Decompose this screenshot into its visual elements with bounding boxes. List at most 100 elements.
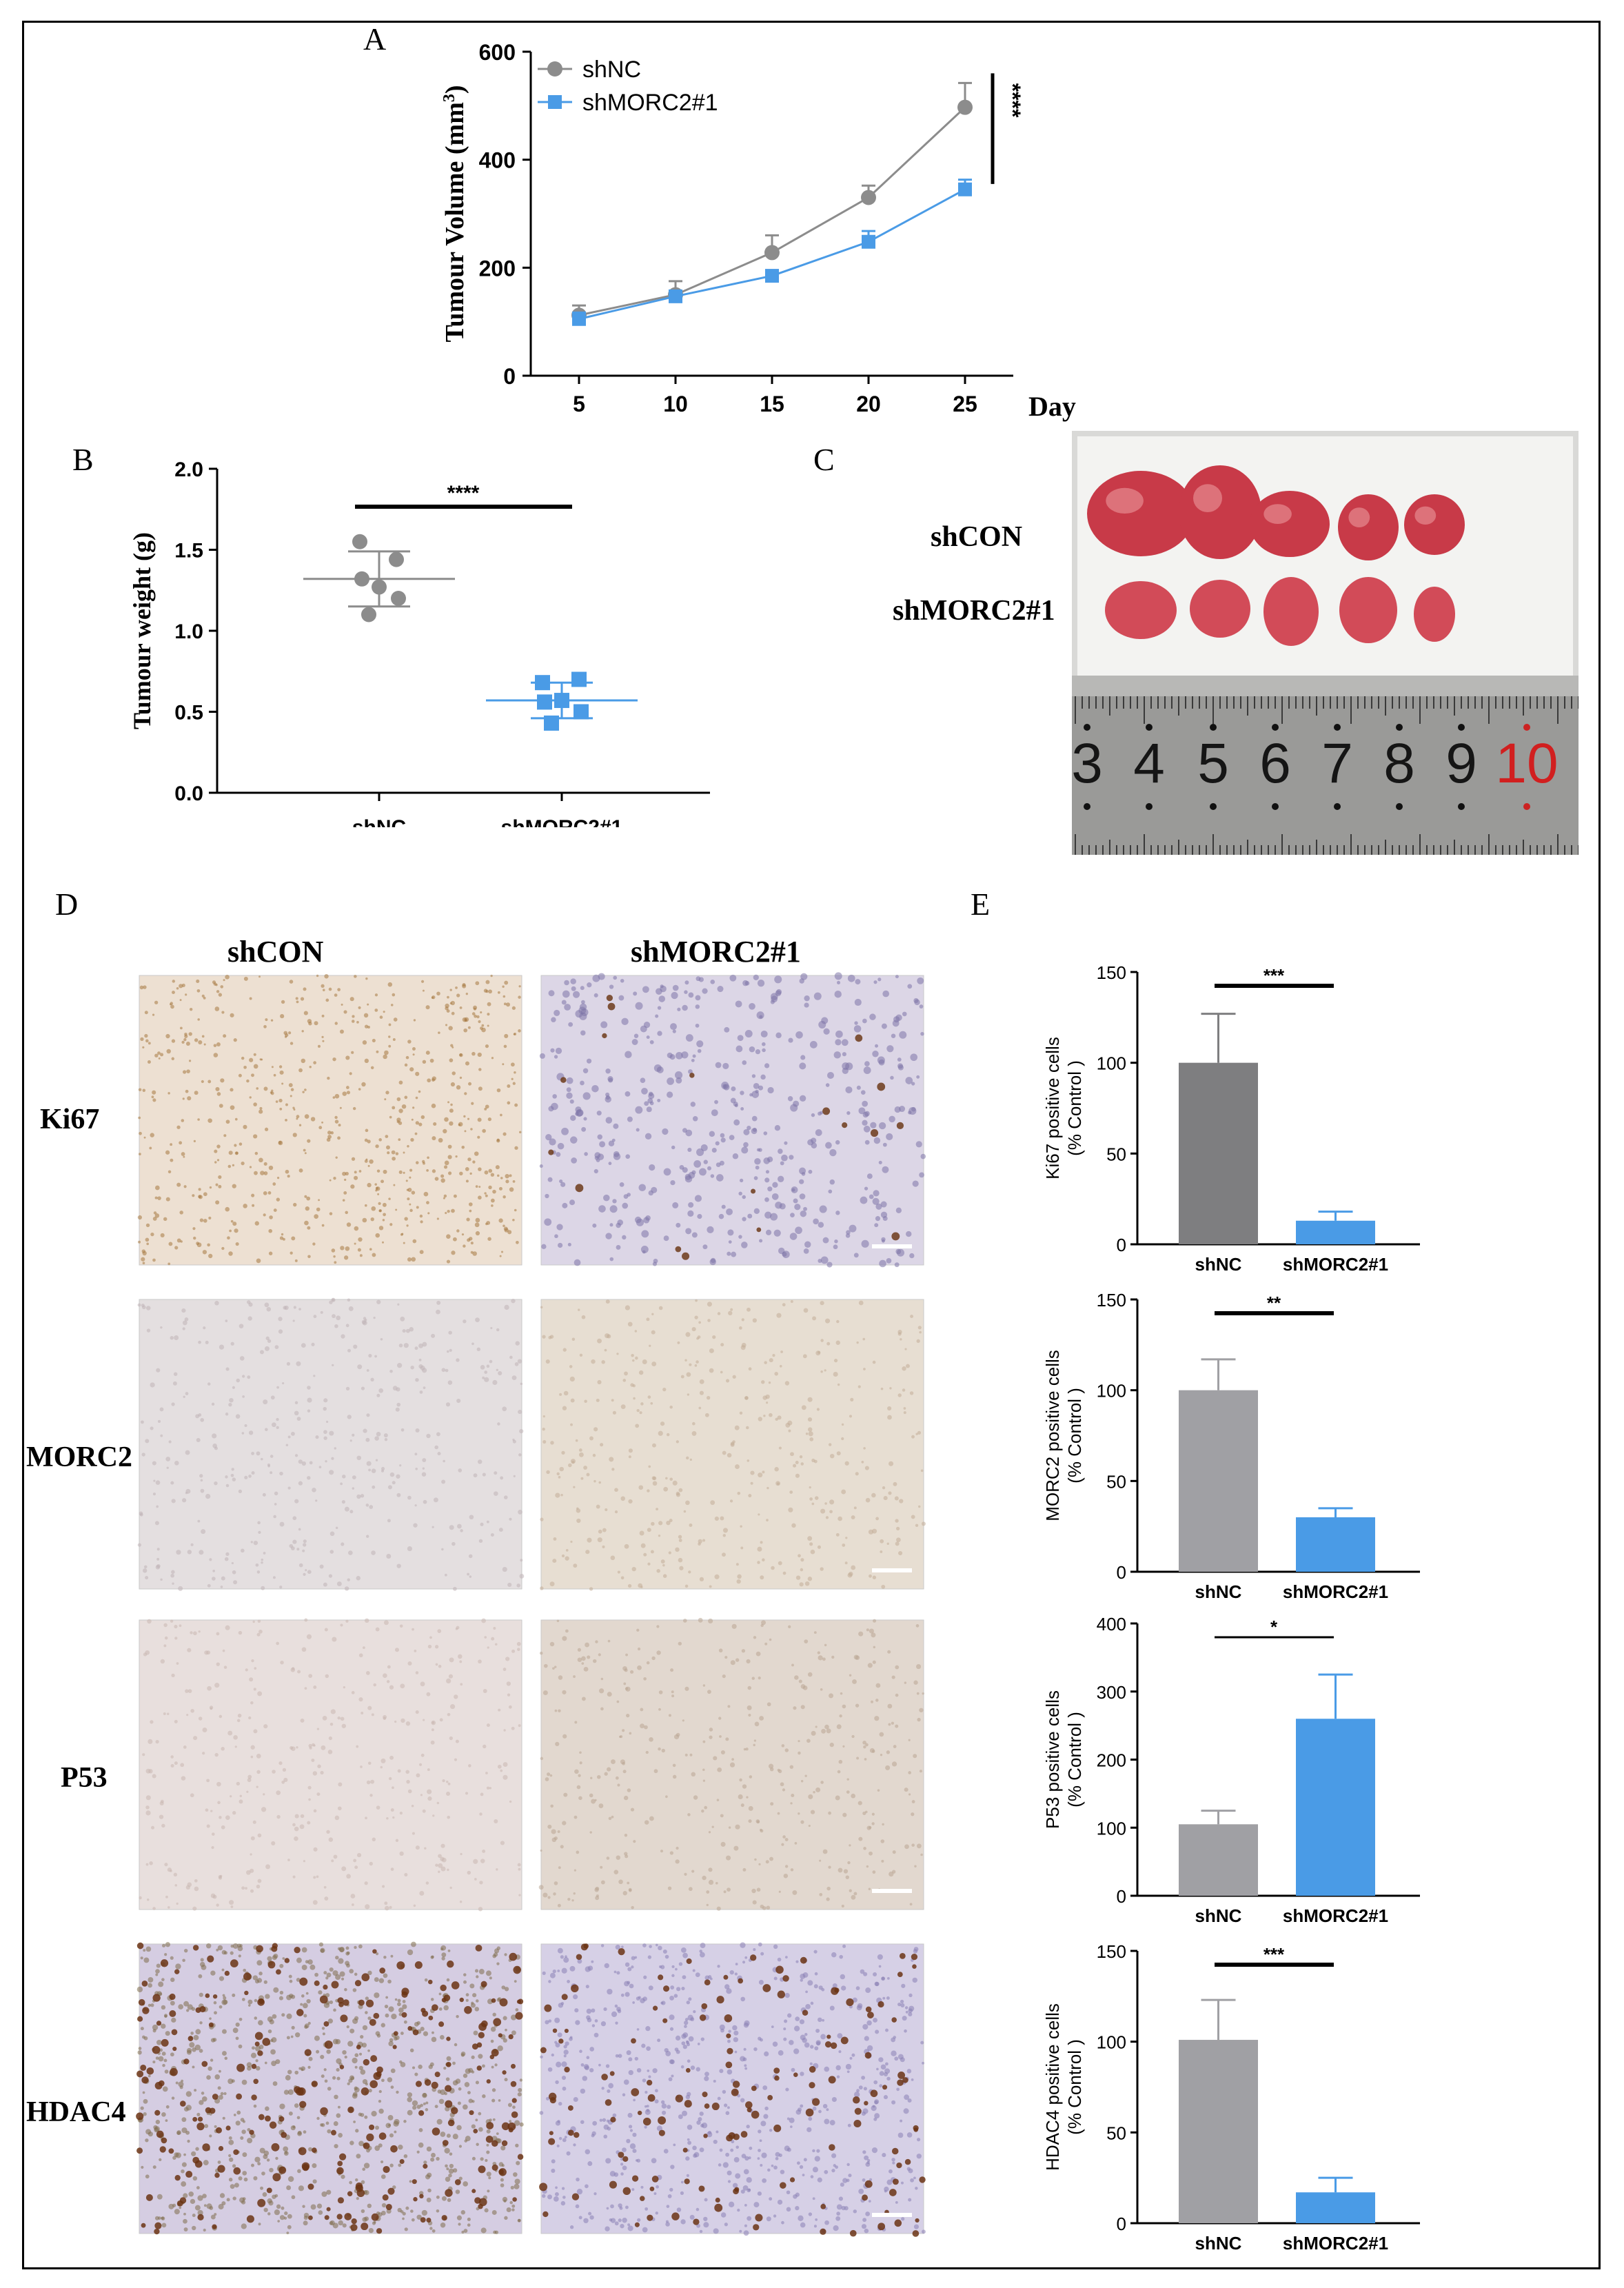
ruler-dot [1458, 724, 1465, 731]
a-x-tick-label: 10 [663, 392, 688, 416]
a-x-tick-label: 20 [856, 392, 881, 416]
ruler-dot [1523, 803, 1530, 810]
ruler-number: 7 [1321, 732, 1353, 795]
ruler-dot [1272, 724, 1279, 731]
a-point-shmorc2 [765, 269, 779, 283]
b-point-shmorc2 [571, 671, 587, 687]
a-x-tick-label: 15 [760, 392, 784, 416]
tumour-photo: 3 4 5 6 7 8 9 10 [1072, 431, 1579, 855]
figure-frame [22, 21, 1601, 2269]
ruler-dot [1523, 724, 1530, 731]
b-x-tick-label: shNC [352, 816, 406, 827]
ruler-dot [1084, 724, 1090, 731]
chart-a-tumour-volume: 0 200 400 600 5 10 15 20 25 Day Tumour Volume (mm3… [440, 40, 1076, 422]
panel-d-col-shmorc2: shMORC2#1 [631, 935, 801, 969]
b-y-tick-label: 0.0 [174, 782, 203, 805]
tumour-highlight [1106, 487, 1144, 514]
panel-a-label: A [363, 21, 387, 57]
a-y-tick-label: 0 [503, 364, 516, 389]
ruler-dot [1210, 724, 1217, 731]
b-point-shmorc2 [544, 715, 559, 731]
ruler-dot [1458, 803, 1465, 810]
panel-d-row-hdac4: HDAC4 [26, 2096, 126, 2128]
a-y-tick-label: 400 [479, 148, 516, 173]
tumour-shmorc2 [1105, 581, 1177, 639]
b-point-shnc [361, 607, 376, 622]
b-y-axis-label: Tumour weight (g) [128, 532, 156, 729]
tumour-shcon [1404, 494, 1465, 555]
panel-e-label: E [971, 887, 991, 922]
a-point-shnc [764, 245, 780, 261]
ruler-dot [1334, 724, 1341, 731]
ruler-number: 4 [1133, 732, 1165, 795]
ruler-number: 6 [1259, 732, 1291, 795]
chart-b-tumour-weight: 0.0 0.5 1.0 1.5 2.0 shNC shMORC2#1 Tumour weigh… [128, 458, 710, 827]
panel-c-label-shmorc2: shMORC2#1 [893, 595, 1055, 627]
b-x-tick-label: shMORC2#1 [501, 816, 623, 827]
tumour-shmorc2 [1339, 577, 1397, 643]
b-y-tick-label: 1.0 [174, 620, 203, 643]
tumour-highlight [1414, 506, 1437, 525]
tumour-shmorc2 [1190, 580, 1250, 638]
tumour-shmorc2 [1263, 577, 1319, 646]
tumour-shmorc2 [1414, 587, 1455, 642]
tumour-highlight [1263, 504, 1292, 524]
ruler-number: 9 [1445, 732, 1477, 795]
b-point-shnc [391, 591, 406, 606]
panel-d-label: D [55, 887, 79, 922]
ruler-number: 5 [1197, 732, 1229, 795]
a-point-shnc [861, 190, 876, 205]
b-y-tick-label: 1.5 [174, 540, 203, 563]
a-x-axis-label: Day [1028, 391, 1076, 422]
a-series-line-0 [578, 106, 966, 316]
panel-c-label: C [813, 442, 835, 477]
b-y-tick-label: 0.5 [174, 702, 203, 725]
a-point-shnc [957, 99, 973, 115]
ruler-number: 10 [1495, 732, 1558, 795]
b-y-tick-label: 2.0 [174, 458, 203, 481]
tumour-highlight [1348, 507, 1370, 527]
a-legend-marker-square [548, 95, 562, 109]
a-y-tick-label: 200 [479, 256, 516, 281]
b-point-shnc [352, 534, 367, 549]
b-point-shmorc2 [574, 704, 589, 720]
a-y-axis-label: Tumour Volume (mm3) [440, 85, 469, 342]
ruler-dot [1210, 803, 1217, 810]
panel-d-row-morc2: MORC2 [26, 1441, 132, 1473]
a-significance-label: **** [1000, 83, 1025, 118]
ruler-dot [1272, 803, 1279, 810]
a-point-shmorc2 [958, 182, 972, 196]
ruler-dot [1146, 724, 1153, 731]
tumour-shcon [1250, 491, 1330, 557]
a-y-tick-label: 600 [479, 40, 516, 65]
panel-c-label-shcon: shCON [931, 521, 1023, 553]
ruler-number: 3 [1072, 732, 1103, 795]
b-point-shnc [372, 579, 387, 595]
a-x-tick-label: 25 [953, 392, 977, 416]
ruler-dot [1396, 803, 1403, 810]
b-point-shnc [389, 551, 404, 567]
tumour-highlight [1193, 484, 1222, 512]
a-legend-label: shNC [582, 57, 641, 83]
panel-b-label: B [72, 442, 94, 477]
panel-d-col-shcon: shCON [227, 935, 324, 969]
ruler-dot [1146, 803, 1153, 810]
a-legend-label: shMORC2#1 [582, 90, 718, 116]
a-x-tick-label: 5 [573, 392, 585, 416]
panel-d-row-p53: P53 [61, 1762, 108, 1794]
tumour-shcon [1087, 471, 1195, 556]
a-point-shmorc2 [862, 234, 875, 249]
b-point-shmorc2 [537, 694, 552, 710]
a-legend-marker-circle [547, 61, 562, 77]
tumour-shcon [1338, 494, 1399, 560]
a-point-shmorc2 [669, 289, 682, 303]
b-point-shmorc2 [535, 675, 550, 691]
ruler-dot [1084, 803, 1090, 810]
b-point-shmorc2 [554, 693, 569, 709]
ruler-dot [1334, 803, 1341, 810]
ruler-number: 8 [1383, 732, 1415, 795]
panel-d-row-ki67: Ki67 [40, 1104, 100, 1135]
b-significance-label: **** [447, 482, 480, 505]
b-point-shnc [354, 571, 369, 587]
